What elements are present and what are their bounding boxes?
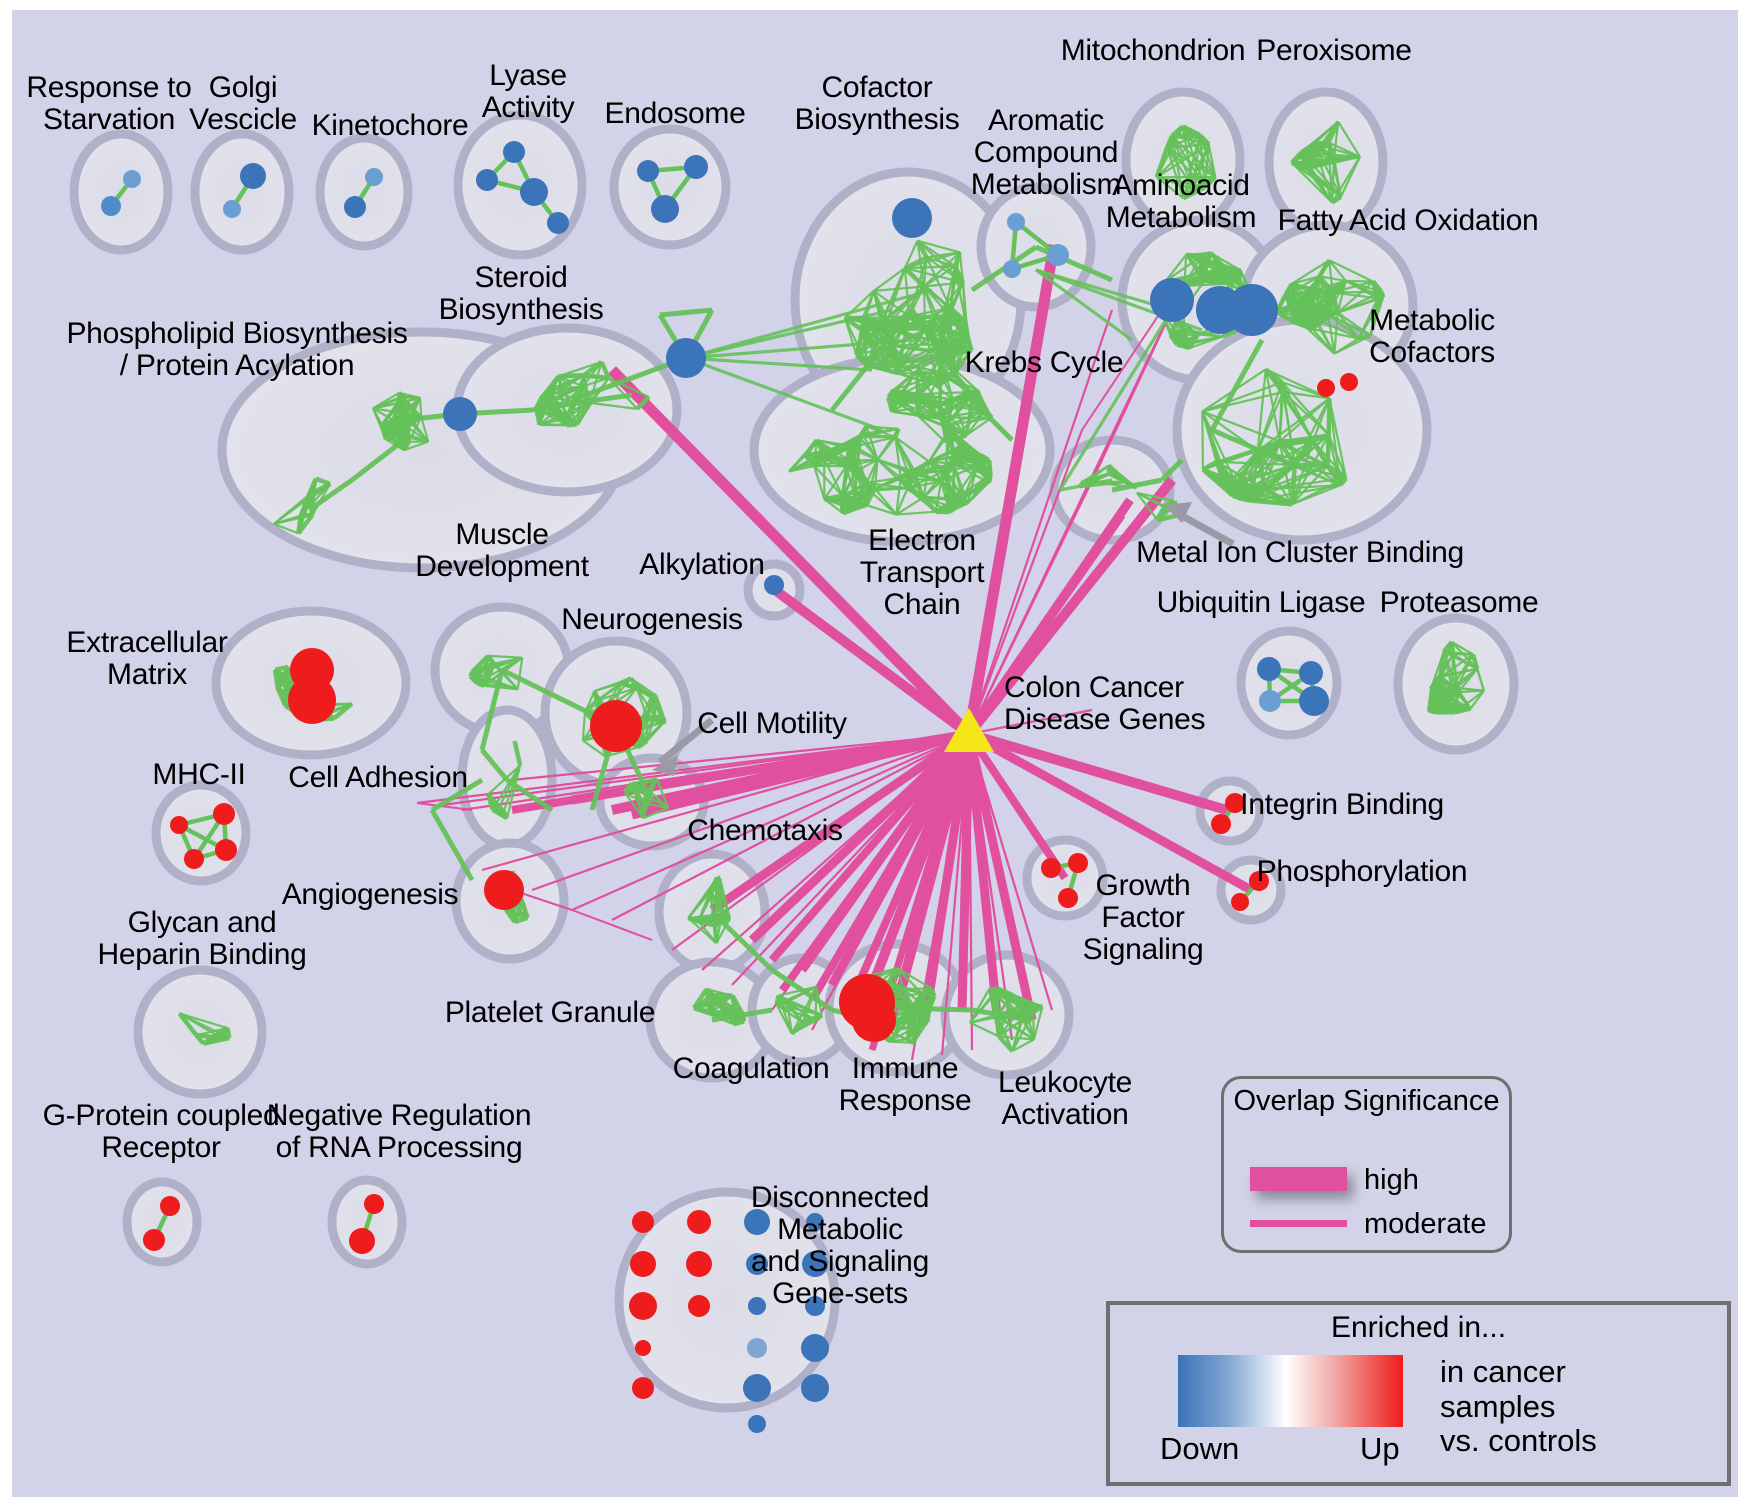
cluster-label-integrin-binding: Integrin Binding: [1240, 788, 1444, 821]
overlap-high-swatch: [1250, 1167, 1347, 1191]
cluster-label-leukocyte-activation: Leukocyte Activation: [997, 1066, 1133, 1132]
overlap-moderate-swatch: [1250, 1220, 1347, 1227]
enrichment-colorbar: [1178, 1355, 1403, 1427]
cluster-label-negative-regulation-of-rna-processing: Negative Regulation of RNA Processing: [266, 1099, 532, 1165]
cluster-label-golgi-vescicle: Golgi Vescicle: [189, 71, 297, 137]
colon-cancer-hub-node[interactable]: [944, 708, 994, 752]
overlap-legend-title: Overlap Significance: [1233, 1085, 1500, 1117]
annotation-arrows: [652, 502, 1235, 776]
cluster-label-steroid-biosynthesis: Steroid Biosynthesis: [438, 261, 604, 327]
cluster-label-proteasome: Proteasome: [1379, 586, 1539, 619]
cluster-label-response-to-starvation: Response to Starvation: [26, 71, 192, 137]
cluster-label-alkylation: Alkylation: [639, 548, 765, 581]
cluster-label-metabolic-cofactors: Metabolic Cofactors: [1369, 304, 1495, 370]
cluster-label-angiogenesis: Angiogenesis: [281, 878, 459, 911]
network-graph: [69, 87, 1519, 1433]
cluster-label-metal-ion-cluster-binding: Metal Ion Cluster Binding: [1136, 536, 1464, 569]
cluster-label-krebs-cycle: Krebs Cycle: [964, 346, 1124, 379]
cluster-label-cell-motility: Cell Motility: [697, 707, 847, 740]
cluster-label-neurogenesis: Neurogenesis: [561, 603, 743, 636]
cluster-label-coagulation: Coagulation: [672, 1052, 830, 1085]
overlap-significance-legend: Overlap Significance high moderate: [1221, 1076, 1512, 1253]
cluster-label-ubiquitin-ligase: Ubiquitin Ligase: [1156, 586, 1366, 619]
cluster-label-electron-transport-chain: Electron Transport Chain: [859, 524, 985, 622]
cluster-label-growth-factor-signaling: Growth Factor Signaling: [1082, 869, 1204, 967]
gene-set-nodes: [101, 141, 1358, 1433]
enrichment-side-text: in cancer samples vs. controls: [1440, 1354, 1597, 1459]
enrichment-legend: Enriched in... Down Up in cancer samples…: [1106, 1301, 1731, 1486]
cluster-label-g-protein-coupled-receptor: G-Protein coupled Receptor: [42, 1099, 280, 1165]
cluster-label-phosphorylation: Phosphorylation: [1256, 855, 1468, 888]
enrichment-up-label: Up: [1360, 1431, 1400, 1466]
enrichment-legend-title: Enriched in...: [1330, 1311, 1507, 1344]
cluster-label-cell-adhesion: Cell Adhesion: [288, 761, 468, 794]
cluster-label-mitochondrion: Mitochondrion: [1060, 34, 1246, 67]
cluster-label-glycan-and-heparin-binding: Glycan and Heparin Binding: [97, 906, 307, 972]
cluster-label-aminoacid-metabolism: Aminoacid Metabolism: [1105, 169, 1257, 235]
cluster-label-fatty-acid-oxidation: Fatty Acid Oxidation: [1277, 204, 1539, 237]
cell-motility-arrow: [652, 717, 715, 776]
metal-ion-cluster-binding-arrow: [1164, 502, 1235, 548]
hub-edges: [416, 244, 1254, 1061]
cluster-label-muscle-development: Muscle Development: [415, 518, 589, 584]
network-canvas: Response to Starvation Golgi Vescicle Kine…: [12, 10, 1738, 1497]
overlap-high-label: high: [1364, 1164, 1419, 1196]
cluster-label-cofactor-biosynthesis: Cofactor Biosynthesis: [794, 71, 960, 137]
cluster-label-peroxisome: Peroxisome: [1256, 34, 1412, 67]
cluster-label-disconnected-gene-sets: Disconnected Metabolic and Signaling Gen…: [750, 1181, 930, 1311]
cluster-label-phospholipid-biosynthesis: Phospholipid Biosynthesis / Protein Acyl…: [66, 317, 408, 383]
cluster-label-extracellular-matrix: Extracellular Matrix: [66, 626, 228, 692]
cluster-ellipses: [69, 87, 1519, 1413]
cluster-label-aromatic-compound-metabolism: Aromatic Compound Metabolism: [970, 104, 1122, 202]
cluster-label-kinetochore: Kinetochore: [311, 109, 469, 142]
hub-label: Colon Cancer Disease Genes: [1004, 671, 1206, 737]
enrichment-down-label: Down: [1160, 1431, 1240, 1466]
cluster-label-mhc-ii: MHC-II: [152, 758, 246, 791]
cluster-label-lyase-activity: Lyase Activity: [481, 59, 575, 125]
overlap-moderate-label: moderate: [1364, 1208, 1487, 1240]
cluster-label-endosome: Endosome: [604, 97, 746, 130]
cluster-label-platelet-granule: Platelet Granule: [444, 996, 656, 1029]
cluster-label-chemotaxis: Chemotaxis: [687, 814, 843, 847]
cluster-label-immune-response: Immune Response: [838, 1052, 972, 1118]
